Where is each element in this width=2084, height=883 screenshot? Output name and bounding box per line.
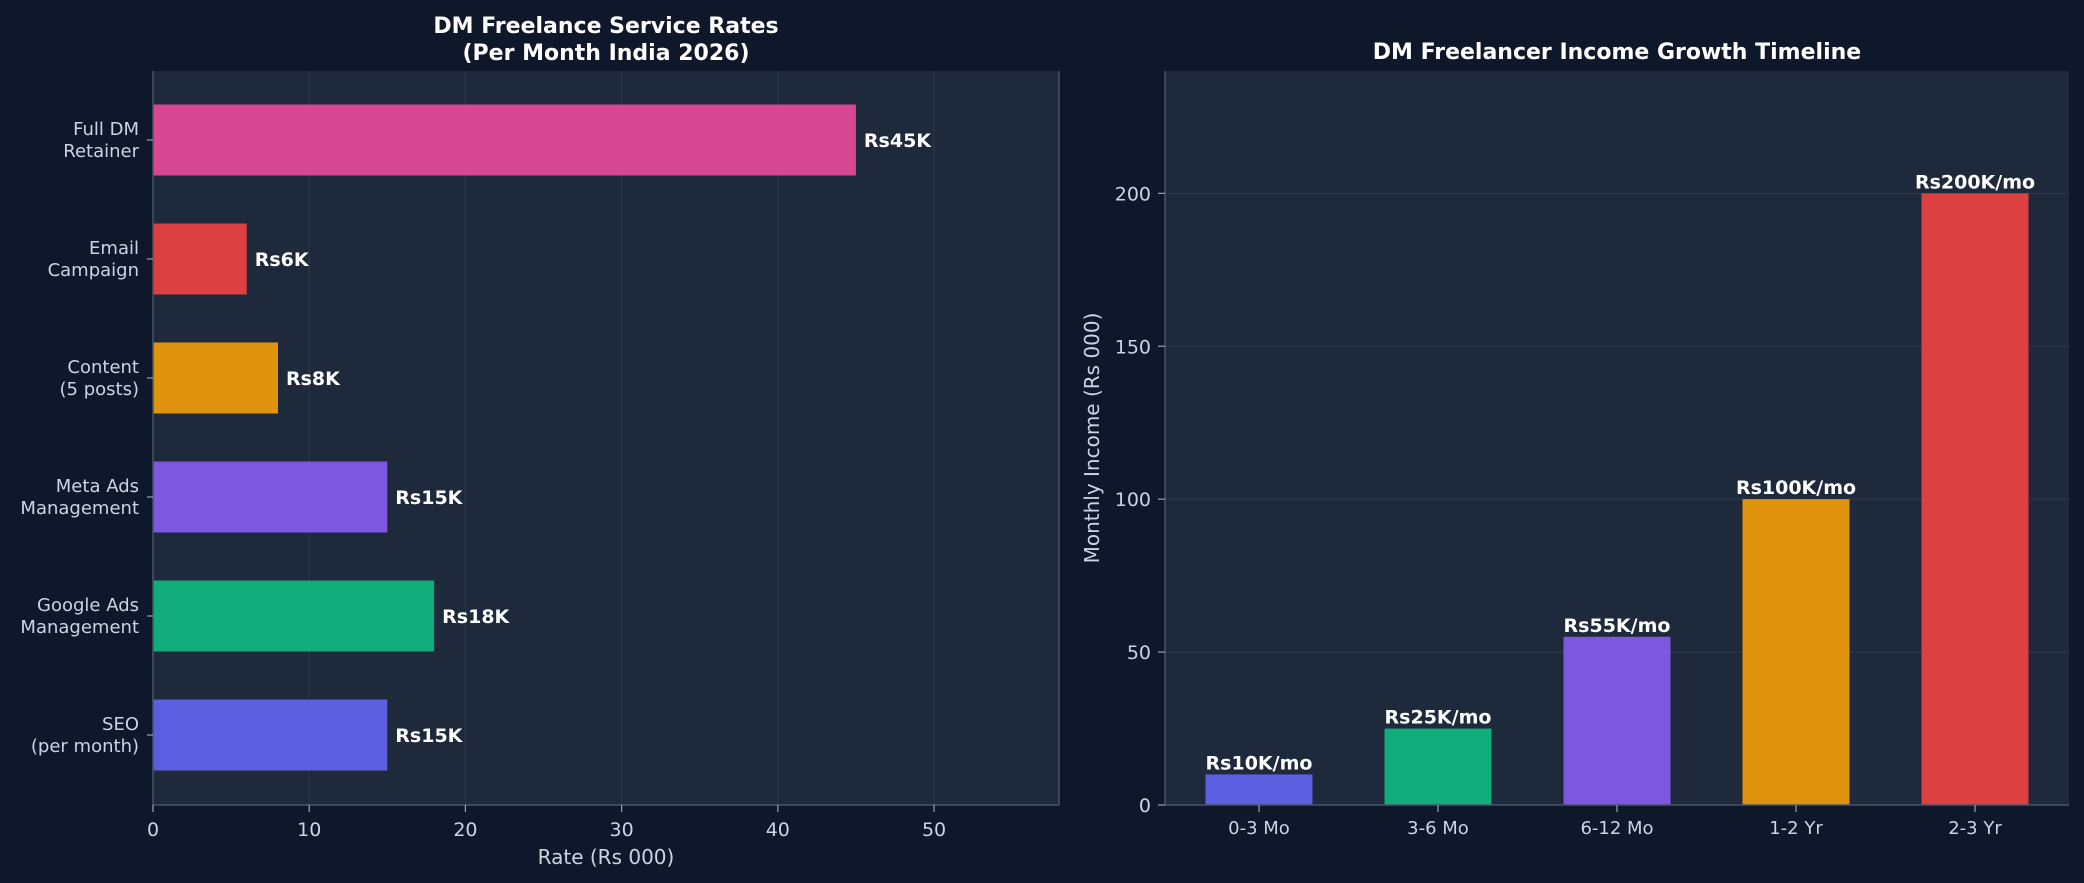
service-rates-category-label-line: Email bbox=[89, 238, 139, 259]
service-rates-category-label-line: Content bbox=[67, 357, 139, 378]
income-growth-category-ticks: 0-3 Mo 3-6 Mo 6-12 Mo 1-2 Yr 2-3 Yr bbox=[1228, 805, 2002, 839]
service-rates-x-tick-label: 0 bbox=[147, 819, 159, 841]
service-rates-x-tick-label: 50 bbox=[922, 819, 946, 841]
service-rates-category-label: SEO (per month) bbox=[31, 714, 139, 757]
service-rates-category-label: Email Campaign bbox=[48, 238, 139, 281]
income-growth-category-label: 6-12 Mo bbox=[1580, 818, 1653, 839]
service-rates-value-label: Rs15K bbox=[395, 487, 463, 509]
income-growth-y-ticks: 0 50 100 150 200 bbox=[1115, 183, 1165, 817]
service-rates-x-axis-label: Rate (Rs 000) bbox=[538, 845, 675, 869]
service-rates-bar-google-ads-management bbox=[153, 580, 435, 652]
service-rates-x-tick-label: 40 bbox=[766, 819, 790, 841]
service-rates-title-line: DM Freelance Service Rates bbox=[433, 14, 778, 39]
income-growth-y-tick-label: 200 bbox=[1115, 183, 1151, 205]
service-rates-plot-area bbox=[153, 71, 1059, 805]
service-rates-category-label-line: Google Ads bbox=[37, 595, 139, 616]
income-growth-value-label: Rs200K/mo bbox=[1915, 171, 2035, 193]
income-growth-bar-1-2-yr bbox=[1742, 499, 1850, 805]
service-rates-bars bbox=[153, 104, 856, 771]
income-growth-y-axis-label: Monthly Income (Rs 000) bbox=[1080, 313, 1104, 564]
service-rates-category-label-line: SEO bbox=[102, 714, 139, 735]
service-rates-bar-meta-ads-management bbox=[153, 461, 388, 533]
service-rates-category-label-line: Management bbox=[20, 498, 139, 519]
service-rates-category-label: Full DM Retainer bbox=[63, 119, 139, 162]
service-rates-bar-seo-per-month bbox=[153, 699, 388, 771]
service-rates-bar-full-dm-retainer bbox=[153, 104, 856, 176]
income-growth-bar-3-6-mo bbox=[1384, 728, 1492, 805]
service-rates-x-tick-label: 10 bbox=[297, 819, 321, 841]
income-growth-y-tick-label: 50 bbox=[1127, 642, 1151, 664]
service-rates-title: DM Freelance Service Rates (Per Month Ind… bbox=[433, 14, 778, 66]
service-rates-value-label: Rs6K bbox=[255, 249, 310, 271]
service-rates-category-label-line: Campaign bbox=[48, 260, 139, 281]
income-growth-bars bbox=[1205, 193, 2029, 806]
service-rates-value-label: Rs45K bbox=[864, 130, 932, 152]
income-growth-y-tick-label: 150 bbox=[1115, 336, 1151, 358]
income-growth-category-label: 0-3 Mo bbox=[1228, 818, 1290, 839]
service-rates-chart: 0 10 20 30 40 50 SEO (per month)Google Ads Mana… bbox=[20, 14, 1060, 869]
service-rates-value-label: Rs8K bbox=[286, 368, 341, 390]
service-rates-bar-content-5-posts bbox=[153, 342, 278, 414]
service-rates-category-label: Meta Ads Management bbox=[20, 476, 139, 519]
income-growth-value-label: Rs100K/mo bbox=[1736, 477, 1856, 499]
service-rates-spines bbox=[152, 71, 1060, 806]
service-rates-category-label: Content (5 posts) bbox=[60, 357, 139, 400]
income-growth-bar-0-3-mo bbox=[1205, 774, 1313, 805]
income-growth-category-label: 3-6 Mo bbox=[1407, 818, 1469, 839]
service-rates-category-label: Google Ads Management bbox=[20, 595, 139, 638]
service-rates-data-labels: Rs15K Rs18K Rs15K Rs8K Rs6K Rs45K bbox=[255, 130, 933, 747]
income-growth-value-label: Rs25K/mo bbox=[1385, 707, 1492, 729]
service-rates-category-label-line: Full DM bbox=[73, 119, 139, 140]
service-rates-x-ticks: 0 10 20 30 40 50 bbox=[147, 805, 946, 841]
service-rates-x-tick-label: 30 bbox=[610, 819, 634, 841]
income-growth-y-tick-label: 100 bbox=[1115, 489, 1151, 511]
service-rates-x-tick-label: 20 bbox=[453, 819, 477, 841]
income-growth-bar-2-3-yr bbox=[1921, 193, 2029, 806]
income-growth-bar-6-12-mo bbox=[1563, 636, 1671, 805]
service-rates-value-label: Rs18K bbox=[442, 606, 510, 628]
service-rates-category-label-line: Management bbox=[20, 617, 139, 638]
service-rates-category-label-line: (per month) bbox=[31, 736, 139, 757]
income-growth-value-label: Rs10K/mo bbox=[1206, 752, 1313, 774]
income-growth-title: DM Freelancer Income Growth Timeline bbox=[1373, 40, 1861, 65]
income-growth-y-tick-label: 0 bbox=[1139, 795, 1151, 817]
service-rates-category-label-line: Retainer bbox=[63, 141, 139, 162]
service-rates-category-label-line: Meta Ads bbox=[56, 476, 139, 497]
income-growth-value-label: Rs55K/mo bbox=[1564, 615, 1671, 637]
income-growth-chart: 0 50 100 150 200 0-3 Mo 3-6 Mo 6-12 Mo 1-2 Yr 2-… bbox=[1080, 40, 2069, 839]
service-rates-value-label: Rs15K bbox=[395, 725, 463, 747]
income-growth-category-label: 2-3 Yr bbox=[1948, 818, 2002, 839]
income-growth-category-label: 1-2 Yr bbox=[1769, 818, 1823, 839]
service-rates-bar-email-campaign bbox=[153, 223, 247, 295]
income-growth-data-labels: Rs10K/mo Rs25K/mo Rs55K/mo Rs100K/mo Rs200K/… bbox=[1206, 171, 2036, 774]
service-rates-category-label-line: (5 posts) bbox=[60, 379, 139, 400]
service-rates-title-line: (Per Month India 2026) bbox=[462, 41, 749, 66]
